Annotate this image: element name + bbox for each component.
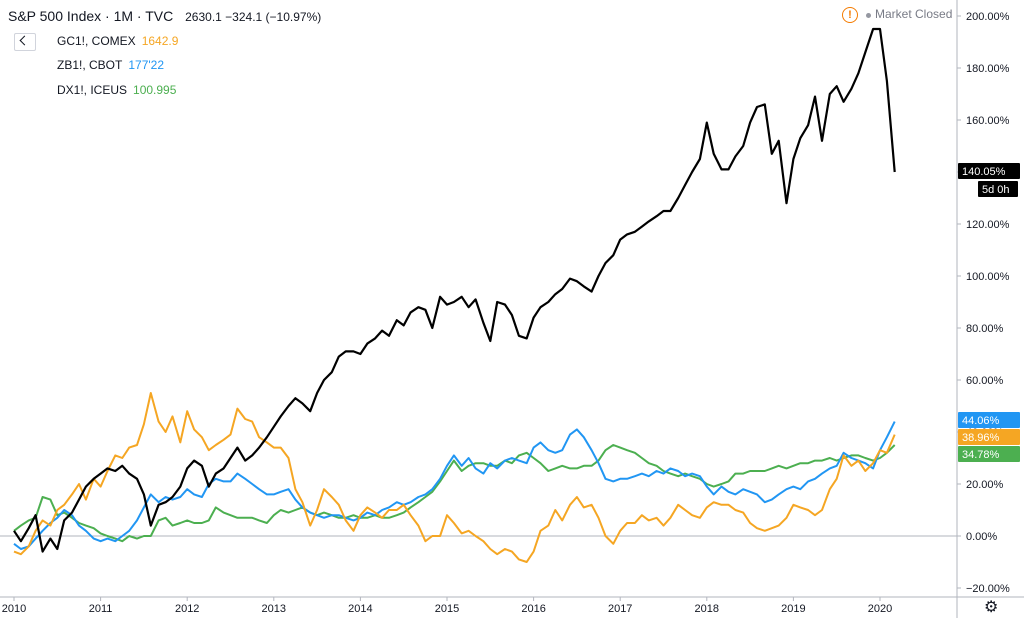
y-tick-label: 120.00% bbox=[966, 219, 1010, 231]
gold-price-tag-label: 38.96% bbox=[962, 432, 1000, 444]
x-tick-label: 2015 bbox=[435, 603, 459, 615]
y-tick-label: 60.00% bbox=[966, 375, 1004, 387]
y-tick-label: −20.00% bbox=[966, 583, 1010, 595]
price-tags: 140.05% 44.06% 38.96% 34.78% 5d 0h bbox=[958, 163, 1020, 462]
bonds-price-tag bbox=[958, 412, 1020, 428]
y-tick-label: 20.00% bbox=[966, 479, 1004, 491]
bonds-price-tag-label: 44.06% bbox=[962, 415, 1000, 427]
legend-item-bonds[interactable]: ZB1!, CBOT 177'22 bbox=[57, 58, 164, 72]
y-tick-label: 100.00% bbox=[966, 271, 1010, 283]
countdown-label: 5d 0h bbox=[982, 184, 1010, 196]
legend-item-gold[interactable]: GC1!, COMEX 1642.9 bbox=[57, 34, 178, 48]
legend-item-dollar[interactable]: DX1!, ICEUS 100.995 bbox=[57, 83, 176, 97]
countdown-tag bbox=[978, 181, 1018, 197]
x-tick-label: 2019 bbox=[781, 603, 805, 615]
x-tick-label: 2018 bbox=[695, 603, 719, 615]
x-tick-label: 2020 bbox=[868, 603, 892, 615]
chart-header: S&P 500 Index · 1M · TVC 2630.1 −324.1 (… bbox=[8, 8, 321, 24]
x-tick-label: 2014 bbox=[348, 603, 372, 615]
gold-line bbox=[13, 392, 896, 563]
legend-collapse-button[interactable] bbox=[14, 33, 36, 51]
x-tick-label: 2011 bbox=[89, 603, 113, 615]
y-tick-label: 80.00% bbox=[966, 323, 1004, 335]
warning-icon[interactable]: ! bbox=[842, 7, 858, 23]
y-tick-label: 0.00% bbox=[966, 531, 997, 543]
main-symbol[interactable]: S&P 500 Index · 1M · TVC bbox=[8, 8, 174, 24]
x-tick-label: 2016 bbox=[521, 603, 545, 615]
dollar-price-tag-label: 34.78% bbox=[962, 449, 1000, 461]
market-status: ! Market Closed bbox=[842, 7, 952, 23]
y-tick-label: 200.00% bbox=[966, 11, 1010, 23]
y-tick-label: 180.00% bbox=[966, 63, 1010, 75]
dollar-price-tag bbox=[958, 446, 1020, 462]
bonds-line bbox=[13, 421, 896, 550]
x-tick-label: 2017 bbox=[608, 603, 632, 615]
sp500-line bbox=[13, 27, 896, 553]
sp500-price-tag-label: 140.05% bbox=[962, 166, 1006, 178]
main-symbol-values: 2630.1 −324.1 (−10.97%) bbox=[185, 10, 322, 24]
y-axis: −20.00%0.00%20.00%40.00%60.00%80.00%100.… bbox=[956, 0, 1010, 618]
legend-symbol: DX1!, ICEUS bbox=[57, 83, 128, 97]
market-status-label: Market Closed bbox=[875, 7, 953, 22]
sp500-price-tag bbox=[958, 163, 1020, 179]
legend-value: 177'22 bbox=[128, 58, 165, 72]
y-tick-label: 160.00% bbox=[966, 115, 1010, 127]
legend-symbol: GC1!, COMEX bbox=[57, 34, 136, 48]
status-dot-icon bbox=[866, 12, 871, 18]
x-tick-label: 2012 bbox=[175, 603, 199, 615]
x-tick-label: 2010 bbox=[2, 603, 26, 615]
legend-value: 1642.9 bbox=[141, 34, 179, 48]
series-layer bbox=[13, 27, 896, 563]
legend-value: 100.995 bbox=[133, 83, 177, 97]
chevron-up-icon bbox=[19, 35, 30, 46]
settings-gear-icon[interactable]: ⚙ bbox=[984, 599, 999, 616]
legend-symbol: ZB1!, CBOT bbox=[57, 58, 123, 72]
gold-price-tag bbox=[958, 429, 1020, 445]
x-tick-label: 2013 bbox=[262, 603, 286, 615]
dollar-line bbox=[13, 444, 896, 543]
x-axis: 2010 2011 2012 2013 2014 2015 2016 2017 2018 2019… bbox=[0, 596, 1024, 615]
